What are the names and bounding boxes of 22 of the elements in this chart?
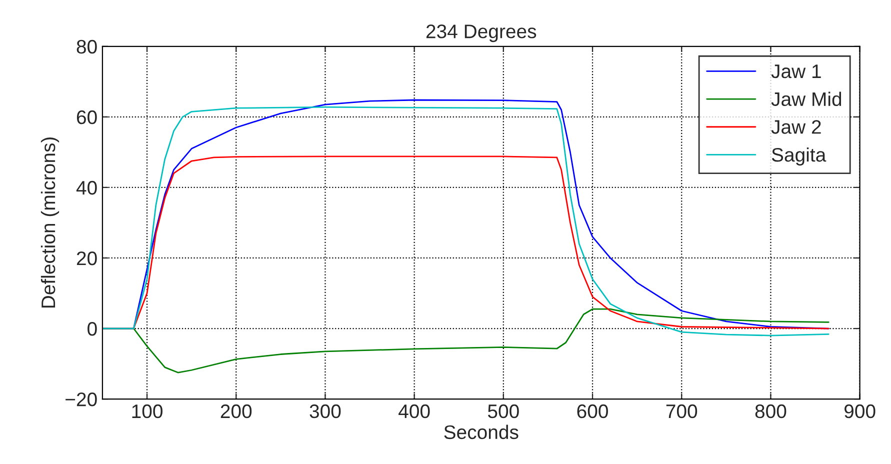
y-tick-label: 0: [88, 322, 97, 336]
x-tick-label: 900: [844, 404, 876, 418]
x-axis-title: Seconds: [444, 424, 518, 440]
y-tick-label: 80: [76, 40, 97, 54]
x-tick-label: 300: [310, 404, 341, 418]
legend-label: Jaw 2: [771, 120, 821, 134]
x-tick-label: 600: [577, 404, 608, 418]
y-tick-label: −20: [66, 392, 97, 406]
chart-title: 234 Degrees: [426, 24, 536, 42]
legend-label: Sagita: [772, 147, 826, 166]
legend-label: Jaw 1: [771, 64, 821, 78]
y-tick-label: 60: [76, 110, 97, 124]
y-tick-label: 20: [76, 251, 97, 266]
x-tick-label: 800: [755, 404, 786, 418]
x-tick-label: 500: [488, 404, 519, 418]
y-axis-title: Deflection (microns): [40, 137, 60, 308]
x-tick-label: 400: [398, 404, 430, 418]
legend-label: Jaw Mid: [771, 92, 842, 106]
x-tick-label: 200: [220, 404, 252, 418]
x-tick-label: 700: [666, 404, 698, 418]
y-tick-label: 40: [76, 180, 97, 195]
x-tick-label: 100: [132, 404, 162, 418]
